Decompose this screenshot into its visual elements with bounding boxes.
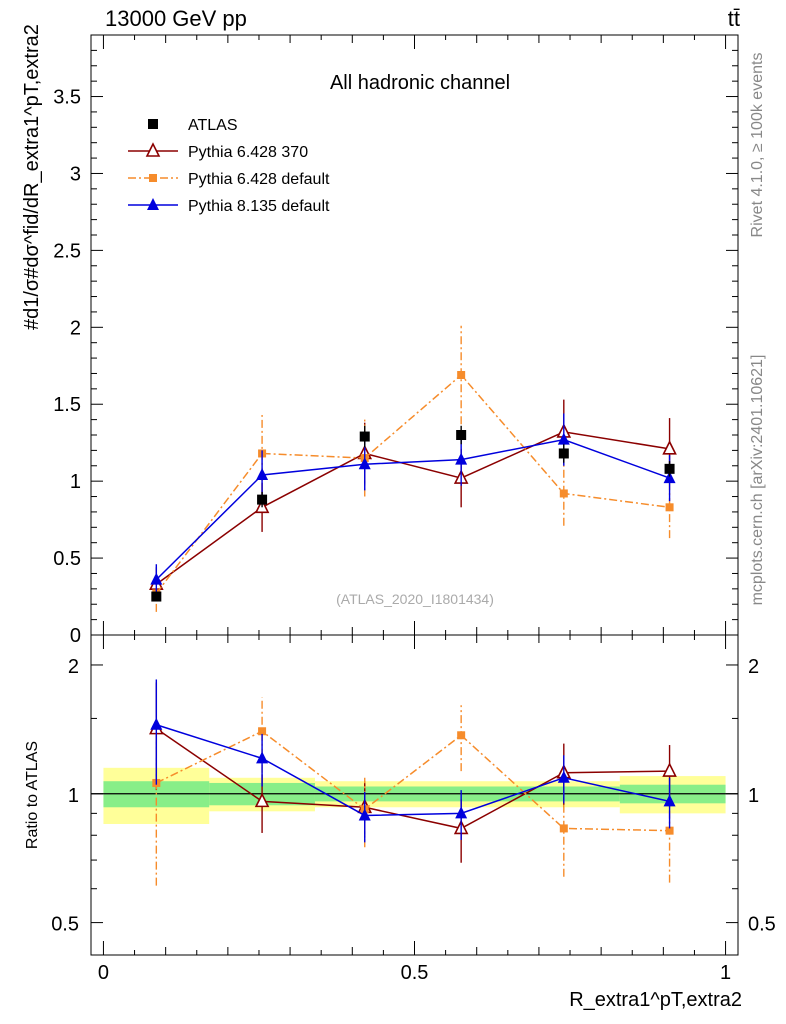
legend-label: Pythia 6.428 default <box>188 171 330 188</box>
ratio-tick-label: 1 <box>68 785 79 807</box>
ratio-point <box>662 762 677 777</box>
legend-label: Pythia 8.135 default <box>188 198 330 215</box>
data-point <box>557 432 570 445</box>
legend-marker <box>148 119 158 129</box>
legend-marker <box>145 142 161 157</box>
ratio-point <box>254 792 270 808</box>
rivet-label: Rivet 4.1.0, ≥ 100k events <box>749 53 766 238</box>
data-point <box>664 463 675 474</box>
process-label: tt̄ <box>728 6 740 31</box>
data-point <box>663 471 676 484</box>
legend-entry: Pythia 6.428 370 <box>128 142 308 161</box>
data-point <box>559 489 568 498</box>
ratio-line <box>155 728 670 830</box>
legend: ATLAS Pythia 6.428 370 Pythia 6.428 defaul… <box>128 117 330 215</box>
x-tick-label: 0 <box>98 962 109 984</box>
series-pythia-6-428-370 <box>149 399 677 602</box>
x-tick-label: 1 <box>720 962 731 984</box>
data-point <box>662 440 677 455</box>
ratio-line <box>155 730 670 832</box>
ratio-point <box>665 826 674 835</box>
data-point <box>358 457 371 470</box>
series-line <box>155 431 670 585</box>
data-point <box>665 503 674 512</box>
data-point <box>359 431 370 442</box>
y-tick-label: 3.5 <box>53 87 81 109</box>
data-point <box>257 494 268 505</box>
source-label: mcplots.cern.ch [arXiv:2401.10621] <box>749 355 766 606</box>
data-point <box>558 448 569 459</box>
data-point <box>455 452 468 465</box>
y-tick-label: 2.5 <box>53 240 81 262</box>
ratio-series-pythia-8-135-default <box>150 679 676 843</box>
ratio-panel: 0.5 0.5 1 1 2 2 <box>51 634 776 956</box>
series-pythia-6-428-default <box>152 325 674 612</box>
ratio-tick-label-right: 0.5 <box>748 914 776 936</box>
x-tick-label: 0.5 <box>401 962 429 984</box>
ratio-line <box>156 724 670 817</box>
y-tick-label: 1.5 <box>53 394 81 416</box>
main-ylabel-text: #d1/σ#dσ^fid/dR_extra1^pT,extra2 <box>21 24 43 330</box>
data-point <box>457 371 466 379</box>
data-point <box>151 591 162 602</box>
y-tick-label: 0 <box>70 625 81 647</box>
ratio-point <box>358 808 371 821</box>
legend-marker <box>147 198 159 210</box>
main-panel: 00.511.522.533.50 0.5 1 All hadronic chann… <box>53 34 739 984</box>
legend-marker <box>149 174 157 182</box>
series-line <box>155 373 670 594</box>
main-y-ticks: 0 0.5 1 1.5 2 2.5 3 3.5 <box>53 49 738 647</box>
data-point <box>150 572 163 585</box>
ratio-tick-label: 0.5 <box>51 914 79 936</box>
legend-entry: ATLAS <box>148 117 238 134</box>
y-tick-label: 0.5 <box>53 548 81 570</box>
ratio-tick-label: 2 <box>68 656 79 678</box>
ratio-point <box>559 824 568 833</box>
ratio-tick-label-right: 2 <box>748 656 759 678</box>
legend-entry: Pythia 6.428 default <box>128 171 330 188</box>
ratio-tick-label-right: 1 <box>748 785 759 807</box>
data-point <box>456 430 467 440</box>
series-line <box>155 438 670 581</box>
ratio-y-ticks: 0.5 0.5 1 1 2 2 <box>51 656 776 936</box>
ratio-point <box>258 727 267 736</box>
ratio-point <box>455 806 468 819</box>
legend-label: Pythia 6.428 370 <box>188 144 308 161</box>
series-pythia-8-135-default <box>150 413 676 595</box>
y-tick-label: 1 <box>70 471 81 493</box>
ratio-point <box>663 794 676 807</box>
data-point <box>256 468 269 480</box>
ratio-point <box>256 751 269 764</box>
ratio-point <box>557 770 570 783</box>
y-tick-label: 3 <box>70 163 81 185</box>
legend-label: ATLAS <box>188 117 238 134</box>
main-ylabel: #d1/σ#dσ^fid/dR_extra1^pT,extra2 <box>21 24 43 330</box>
ratio-point <box>150 717 163 730</box>
energy-label: 13000 GeV pp <box>105 6 247 31</box>
series-atlas <box>151 425 675 602</box>
ratio-point <box>457 731 466 740</box>
legend-entry: Pythia 8.135 default <box>128 198 330 215</box>
analysis-label: (ATLAS_2020_I1801434) <box>336 591 494 607</box>
x-ticks: 0 0.5 1 <box>98 35 731 984</box>
y-tick-label: 2 <box>70 317 81 339</box>
x-axis-label: R_extra1^pT,extra2 <box>569 989 742 1011</box>
chart-title: All hadronic channel <box>330 72 510 94</box>
ratio-ylabel: Ratio to ATLAS <box>24 741 41 849</box>
ratio-frame <box>90 634 739 956</box>
